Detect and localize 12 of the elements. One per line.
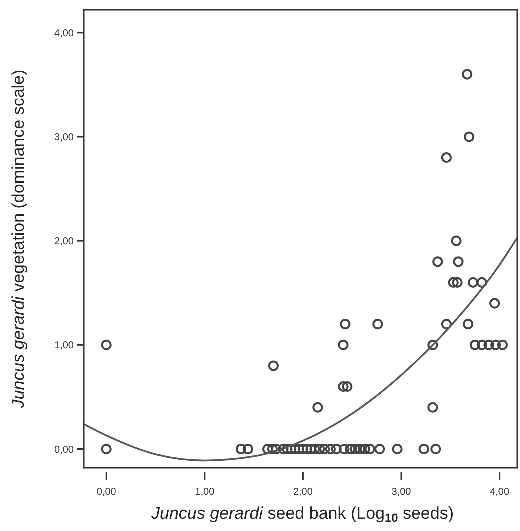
y-tick-label: 3,00	[54, 132, 74, 144]
y-tick-label: 0,00	[54, 444, 74, 456]
x-axis-title: Juncus gerardi seed bank (Log$_{10}$ seeds)	[150, 504, 454, 525]
y-tick-label: 2,00	[54, 236, 74, 248]
y-tick-label: 1,00	[54, 340, 74, 352]
x-tick-label: 0,00	[96, 487, 117, 498]
x-tick-label: 1,00	[195, 487, 216, 498]
x-tick-label: 2,00	[293, 487, 314, 498]
y-axis-title: Juncus gerardi vegetation (dominance scale)	[9, 70, 28, 410]
x-tick-label: 3,00	[392, 487, 412, 498]
x-tick-label: 4,00	[490, 487, 510, 498]
y-tick-label: 4,00	[54, 28, 74, 40]
